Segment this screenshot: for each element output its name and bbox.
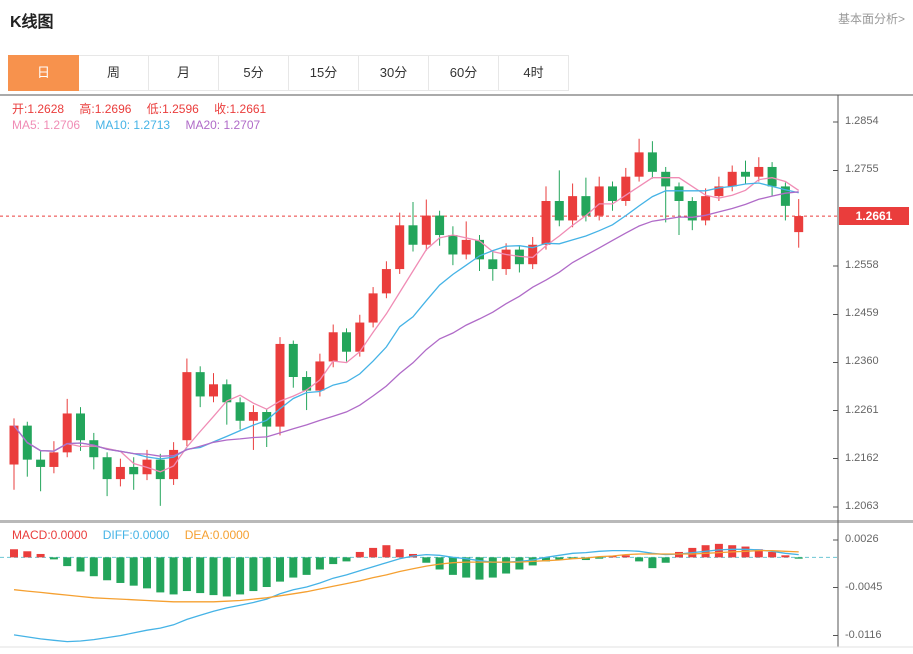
dea-line [13,549,799,603]
ma-lines-layer [13,177,800,473]
fundamental-analysis-link[interactable]: 基本面分析> [837,12,905,26]
ma5-line [13,177,800,473]
tab-4hour[interactable]: 4时 [498,55,569,91]
ma10-line [13,182,799,460]
timeframe-tabs: 日 周 月 5分 15分 30分 60分 4时 [8,55,569,91]
chart-frame [0,94,913,648]
ma20-line [13,191,799,457]
tab-week[interactable]: 周 [78,55,149,91]
tab-60min[interactable]: 60分 [428,55,499,91]
tab-15min[interactable]: 15分 [288,55,359,91]
tab-30min[interactable]: 30分 [358,55,429,91]
tab-day[interactable]: 日 [8,55,79,91]
tab-5min[interactable]: 5分 [218,55,289,91]
macd-layer [0,543,838,643]
page-header: K线图 基本面分析> [0,0,913,34]
page-title: K线图 [10,14,54,31]
